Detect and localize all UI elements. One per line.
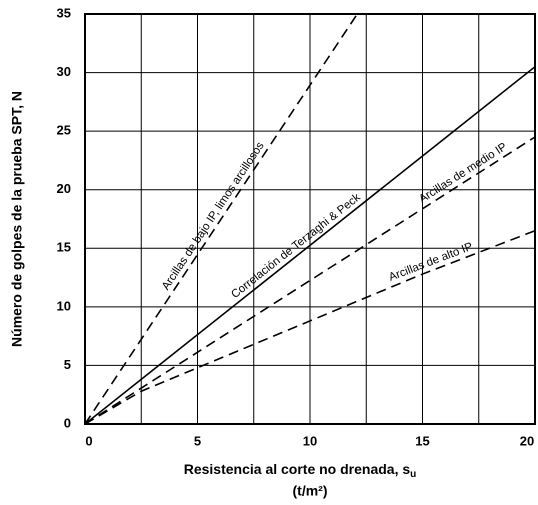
series-line [84,136,536,425]
series-line [84,13,358,425]
y-tick-label: 0 [64,415,71,430]
x-axis-unit: (t/m²) [293,483,328,499]
y-tick-label: 15 [57,240,71,255]
y-tick-label: 5 [64,357,71,372]
x-axis-label: Resistencia al corte no drenada, su [184,461,417,480]
y-tick-label: 30 [57,64,71,79]
line-label: Arcillas de medio IP [417,141,509,206]
line-label: Arcillas de alto IP [387,241,475,284]
plot-frame [84,13,536,425]
y-tick-label: 20 [57,181,71,196]
y-axis-label: Número de golpes de la prueba SPT, N [9,91,25,347]
series-line [84,229,536,425]
y-tick-label: 10 [57,298,71,313]
y-tick-label: 25 [57,123,71,138]
x-axis-label-sub: u [410,469,416,480]
y-tick-label: 35 [57,5,71,20]
x-tick-label: 20 [520,433,534,448]
x-tick-label: 10 [303,433,317,448]
line-label: Arcillas de bajo IP, limos arcillosos [160,140,267,293]
line-label: Correlación de Terzaghi & Peck [229,191,363,301]
x-tick-label: 15 [415,433,429,448]
x-tick-label: 0 [85,433,92,448]
series-line [84,66,536,425]
x-axis-label-main: Resistencia al corte no drenada, s [184,461,411,477]
x-tick-label: 5 [194,433,201,448]
